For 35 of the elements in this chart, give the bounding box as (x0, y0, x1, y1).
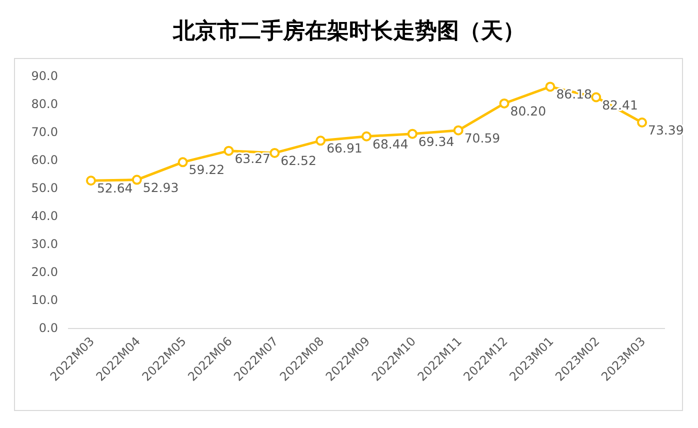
y-tick-label: 50.0 (31, 181, 58, 195)
point (499, 98, 510, 108)
chart-title: 北京市二手房在架时长走势图（天） (172, 18, 525, 44)
point (224, 146, 234, 156)
y-tick-label: 60.0 (31, 153, 58, 167)
y-tick-label: 40.0 (31, 209, 58, 223)
point (132, 174, 142, 185)
data-label: 63.27 (234, 150, 271, 166)
data-label: 68.44 (372, 136, 408, 152)
y-tick-label: 70.0 (31, 125, 58, 139)
y-tick-label: 30.0 (31, 237, 58, 251)
point (637, 118, 648, 128)
data-label: 73.39 (648, 122, 684, 138)
y-tick-label: 0.0 (38, 321, 58, 335)
y-tick-label: 80.0 (31, 97, 58, 111)
data-label: 69.34 (418, 134, 454, 149)
point (178, 157, 188, 168)
data-label: 52.93 (142, 180, 179, 195)
data-label: 80.20 (510, 103, 546, 118)
y-tick-label: 10.0 (31, 293, 58, 307)
point (270, 148, 280, 158)
y-tick-label: 90.0 (31, 69, 58, 83)
data-label: 59.22 (188, 162, 225, 178)
data-label: 62.52 (280, 152, 316, 168)
point (362, 131, 372, 142)
point (407, 128, 418, 139)
point (453, 125, 464, 136)
point (316, 136, 326, 146)
point (86, 176, 96, 186)
data-label: 66.91 (326, 140, 362, 156)
data-label: 70.59 (464, 130, 500, 146)
data-label: 52.64 (96, 180, 133, 196)
y-tick-label: 20.0 (31, 265, 58, 279)
point (591, 92, 602, 102)
point (545, 82, 556, 92)
